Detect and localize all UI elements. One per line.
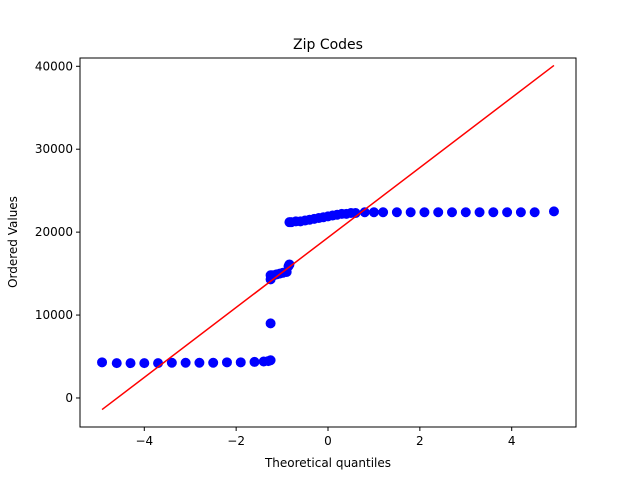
x-tick-label: 0 bbox=[324, 434, 332, 448]
data-point bbox=[419, 207, 430, 218]
data-point bbox=[548, 206, 559, 217]
data-point bbox=[166, 357, 177, 368]
data-point bbox=[529, 207, 540, 218]
data-point bbox=[447, 207, 457, 218]
data-point bbox=[488, 207, 499, 218]
data-point bbox=[97, 357, 108, 368]
y-axis-label: Ordered Values bbox=[6, 196, 20, 288]
data-point bbox=[265, 318, 276, 329]
data-point bbox=[235, 357, 246, 368]
data-point bbox=[368, 207, 379, 218]
data-point bbox=[515, 207, 526, 218]
x-tick-label: −2 bbox=[227, 434, 245, 448]
data-point bbox=[249, 356, 260, 367]
data-point bbox=[194, 357, 205, 368]
data-point bbox=[460, 207, 471, 218]
axes: −4 −2 0 2 4 0 10000 20000 30000 40000 bbox=[35, 59, 516, 448]
data-point bbox=[265, 355, 276, 366]
x-axis-label: Theoretical quantiles bbox=[264, 456, 391, 470]
data-point bbox=[378, 207, 389, 218]
plot-area bbox=[97, 64, 559, 411]
chart-title: Zip Codes bbox=[293, 37, 363, 53]
data-point bbox=[405, 207, 416, 218]
data-point bbox=[474, 207, 485, 218]
y-tick-label: 10000 bbox=[35, 308, 73, 322]
data-point bbox=[391, 207, 402, 218]
data-point bbox=[180, 357, 191, 368]
y-tick-label: 40000 bbox=[35, 59, 73, 73]
data-point bbox=[208, 357, 219, 368]
fit-line bbox=[101, 64, 555, 411]
x-tick-label: −4 bbox=[135, 434, 153, 448]
data-point bbox=[433, 207, 444, 218]
data-point bbox=[111, 358, 122, 369]
data-point bbox=[125, 358, 136, 369]
data-point bbox=[221, 357, 232, 368]
data-point bbox=[502, 207, 513, 218]
data-point bbox=[284, 259, 295, 270]
x-tick-label: 4 bbox=[508, 434, 516, 448]
y-tick-label: 20000 bbox=[35, 225, 73, 239]
y-tick-label: 0 bbox=[65, 391, 73, 405]
data-point bbox=[139, 358, 150, 369]
x-tick-label: 2 bbox=[416, 434, 424, 448]
y-tick-label: 30000 bbox=[35, 142, 73, 156]
